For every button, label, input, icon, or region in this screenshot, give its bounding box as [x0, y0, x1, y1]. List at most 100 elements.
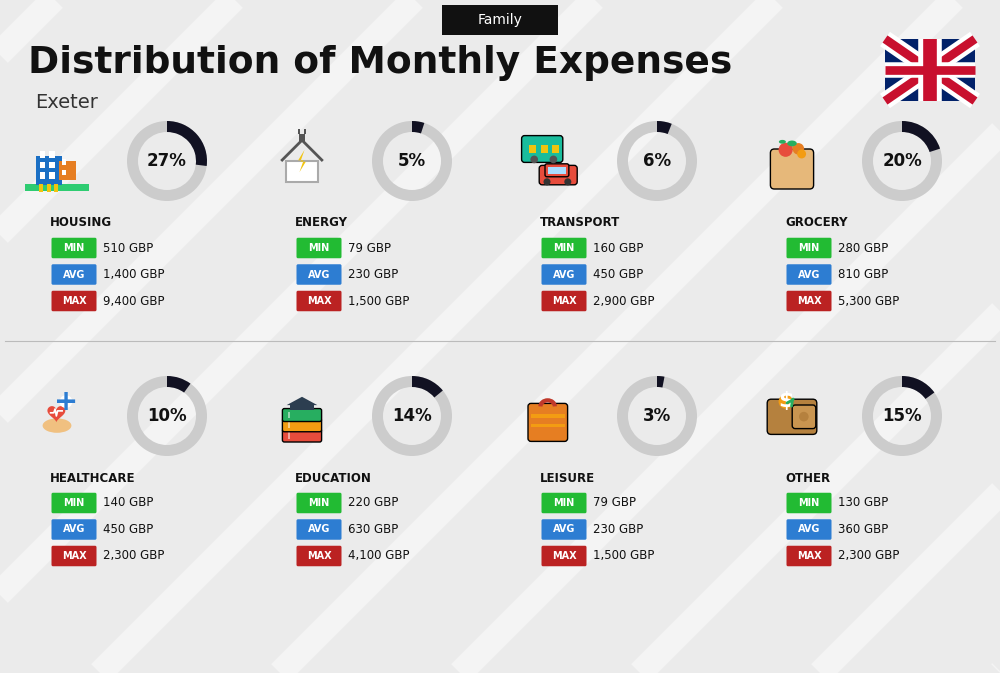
FancyBboxPatch shape	[522, 135, 563, 162]
Wedge shape	[412, 376, 443, 398]
Text: 630 GBP: 630 GBP	[348, 523, 398, 536]
Wedge shape	[657, 121, 672, 134]
FancyBboxPatch shape	[786, 291, 832, 311]
Bar	[288, 432, 290, 439]
Text: 230 GBP: 230 GBP	[348, 268, 398, 281]
Wedge shape	[902, 121, 940, 152]
Wedge shape	[167, 376, 191, 392]
Wedge shape	[127, 376, 207, 456]
FancyBboxPatch shape	[792, 405, 816, 429]
Text: 20%: 20%	[882, 152, 922, 170]
FancyBboxPatch shape	[296, 238, 342, 258]
Bar	[49, 172, 55, 178]
FancyBboxPatch shape	[296, 520, 342, 540]
FancyBboxPatch shape	[545, 164, 569, 177]
Text: OTHER: OTHER	[785, 472, 830, 485]
Bar	[46, 184, 51, 192]
Text: HEALTHCARE: HEALTHCARE	[50, 472, 136, 485]
FancyBboxPatch shape	[52, 493, 96, 513]
Text: 510 GBP: 510 GBP	[103, 242, 153, 254]
Bar	[290, 405, 314, 410]
FancyBboxPatch shape	[52, 546, 96, 566]
FancyBboxPatch shape	[52, 520, 96, 540]
Text: AVG: AVG	[63, 269, 85, 279]
Bar	[62, 160, 66, 164]
FancyBboxPatch shape	[296, 546, 342, 566]
Bar	[541, 145, 548, 153]
Text: 79 GBP: 79 GBP	[348, 242, 391, 254]
Text: 6%: 6%	[643, 152, 671, 170]
FancyBboxPatch shape	[296, 493, 342, 513]
Text: 9,400 GBP: 9,400 GBP	[103, 295, 164, 308]
Text: 230 GBP: 230 GBP	[593, 523, 643, 536]
Text: 360 GBP: 360 GBP	[838, 523, 888, 536]
FancyBboxPatch shape	[786, 493, 832, 513]
Text: 140 GBP: 140 GBP	[103, 497, 153, 509]
Text: 2,300 GBP: 2,300 GBP	[838, 549, 899, 563]
Bar	[62, 170, 66, 175]
Bar	[39, 184, 43, 192]
FancyBboxPatch shape	[282, 429, 322, 442]
Text: MIN: MIN	[308, 243, 330, 253]
Text: ENERGY: ENERGY	[295, 217, 348, 229]
Circle shape	[564, 178, 571, 185]
Wedge shape	[617, 121, 697, 201]
Bar	[885, 39, 975, 101]
FancyBboxPatch shape	[296, 291, 342, 311]
Text: 79 GBP: 79 GBP	[593, 497, 636, 509]
Bar	[288, 412, 290, 418]
Text: MAX: MAX	[797, 296, 821, 306]
Text: AVG: AVG	[553, 269, 575, 279]
Text: 4,100 GBP: 4,100 GBP	[348, 549, 410, 563]
FancyBboxPatch shape	[542, 520, 586, 540]
Bar	[40, 162, 45, 168]
Text: 15%: 15%	[882, 407, 922, 425]
Circle shape	[543, 178, 551, 185]
Bar	[298, 129, 300, 134]
Bar	[548, 168, 566, 174]
Bar	[49, 151, 55, 157]
FancyBboxPatch shape	[282, 409, 322, 421]
FancyBboxPatch shape	[786, 546, 832, 566]
Text: EDUCATION: EDUCATION	[295, 472, 372, 485]
FancyBboxPatch shape	[542, 546, 586, 566]
Text: 160 GBP: 160 GBP	[593, 242, 643, 254]
Circle shape	[799, 412, 809, 421]
Circle shape	[797, 149, 806, 158]
Wedge shape	[862, 376, 942, 456]
FancyBboxPatch shape	[542, 291, 586, 311]
Wedge shape	[127, 121, 207, 201]
Bar	[286, 161, 318, 182]
Text: 5,300 GBP: 5,300 GBP	[838, 295, 899, 308]
FancyBboxPatch shape	[542, 264, 586, 285]
Ellipse shape	[779, 140, 786, 144]
Text: 130 GBP: 130 GBP	[838, 497, 888, 509]
Text: AVG: AVG	[798, 524, 820, 534]
Text: AVG: AVG	[63, 524, 85, 534]
Text: GROCERY: GROCERY	[785, 217, 848, 229]
Circle shape	[793, 143, 804, 155]
Bar	[304, 129, 306, 134]
Text: LEISURE: LEISURE	[540, 472, 595, 485]
Bar	[529, 145, 536, 153]
Bar	[36, 155, 62, 185]
Wedge shape	[372, 376, 452, 456]
Bar	[40, 172, 45, 178]
Bar	[54, 184, 58, 192]
Text: MAX: MAX	[307, 296, 331, 306]
Text: MAX: MAX	[62, 551, 86, 561]
Text: Family: Family	[478, 13, 522, 27]
Text: MIN: MIN	[798, 243, 820, 253]
FancyBboxPatch shape	[786, 520, 832, 540]
Text: MAX: MAX	[307, 551, 331, 561]
Wedge shape	[617, 376, 697, 456]
FancyBboxPatch shape	[786, 238, 832, 258]
Text: 1,500 GBP: 1,500 GBP	[348, 295, 409, 308]
Text: 1,400 GBP: 1,400 GBP	[103, 268, 164, 281]
Text: 280 GBP: 280 GBP	[838, 242, 888, 254]
Wedge shape	[167, 121, 207, 166]
Text: +: +	[54, 388, 78, 416]
FancyBboxPatch shape	[52, 291, 96, 311]
Ellipse shape	[43, 419, 71, 433]
Circle shape	[779, 143, 793, 157]
